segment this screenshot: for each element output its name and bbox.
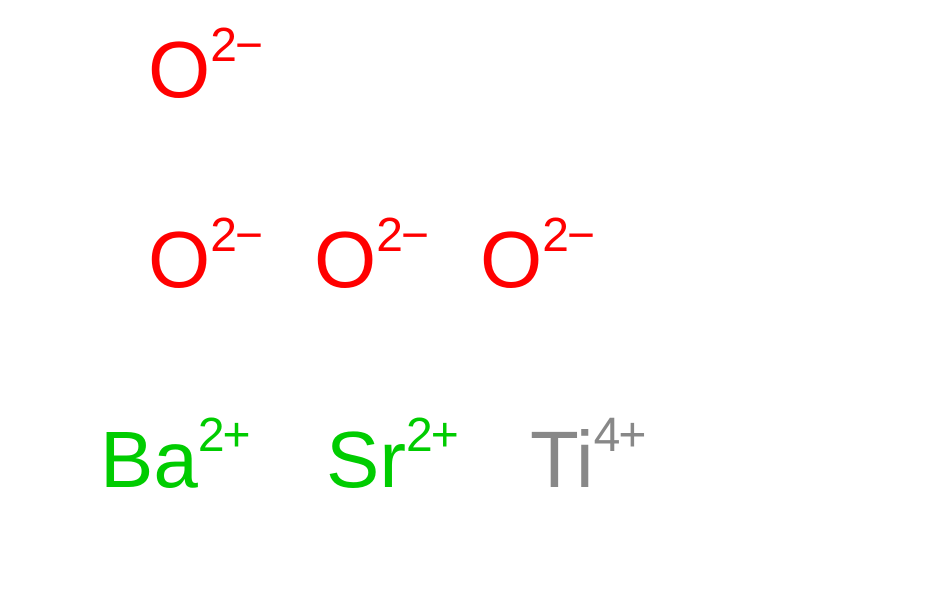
ion-symbol: Ba [100,415,198,504]
ion-charge: 2− [542,209,593,262]
ion-charge: 2+ [406,409,457,462]
ion-symbol: O [148,25,210,114]
ion-symbol: O [480,215,542,304]
ion-sr: Sr2+ [326,420,457,500]
ion-symbol: O [148,215,210,304]
ion-o2: O2− [148,220,261,300]
ion-o4: O2− [480,220,593,300]
ion-ti: Ti4+ [530,420,644,500]
ion-charge: 2+ [198,409,249,462]
ion-charge: 2− [210,19,261,72]
ion-o1: O2− [148,30,261,110]
ion-o3: O2− [314,220,427,300]
ion-symbol: O [314,215,376,304]
ion-charge: 4+ [594,409,645,462]
ion-charge: 2− [376,209,427,262]
ion-charge: 2− [210,209,261,262]
ion-ba: Ba2+ [100,420,249,500]
ion-symbol: Ti [530,415,594,504]
ion-symbol: Sr [326,415,406,504]
